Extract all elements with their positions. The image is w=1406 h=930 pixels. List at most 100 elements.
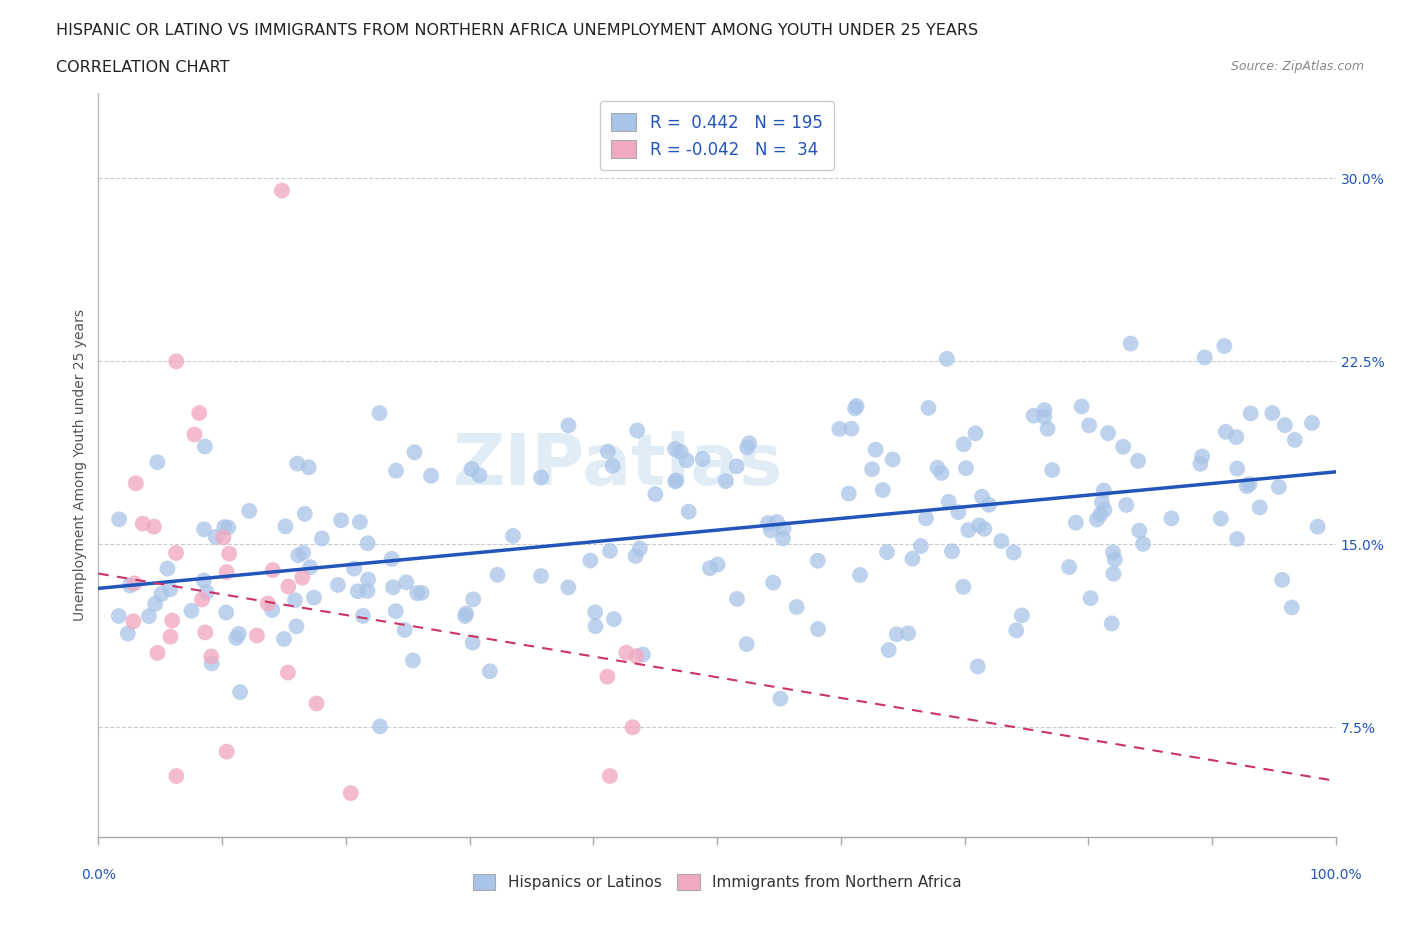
Point [406, 586, 429, 601]
Point [849, 567, 872, 582]
Point [1284, 432, 1306, 447]
Point [212, 530, 235, 545]
Point [714, 473, 737, 488]
Point [1191, 449, 1213, 464]
Point [118, 578, 141, 592]
Point [143, 596, 166, 611]
Point [188, 405, 211, 420]
Point [738, 436, 761, 451]
Point [970, 489, 993, 504]
Point [292, 545, 315, 560]
Point [1215, 424, 1237, 439]
Point [1225, 430, 1247, 445]
Point [844, 401, 866, 416]
Point [596, 445, 619, 459]
Point [165, 354, 187, 369]
Point [725, 591, 748, 606]
Point [284, 592, 307, 607]
Point [287, 548, 309, 563]
Point [1097, 426, 1119, 441]
Point [603, 612, 626, 627]
Point [478, 664, 501, 679]
Point [395, 575, 418, 590]
Point [368, 719, 391, 734]
Point [138, 608, 160, 623]
Point [1132, 537, 1154, 551]
Point [665, 473, 688, 488]
Point [343, 561, 366, 576]
Point [872, 483, 894, 498]
Point [468, 468, 491, 483]
Point [291, 570, 314, 585]
Point [1101, 616, 1123, 631]
Point [931, 466, 953, 481]
Point [1033, 409, 1056, 424]
Point [183, 427, 205, 442]
Point [150, 587, 173, 602]
Point [502, 528, 524, 543]
Point [1092, 484, 1115, 498]
Point [897, 626, 920, 641]
Point [1078, 418, 1101, 432]
Point [644, 486, 666, 501]
Point [965, 426, 987, 441]
Point [756, 515, 779, 530]
Text: CORRELATION CHART: CORRELATION CHART [56, 60, 229, 75]
Point [957, 523, 980, 538]
Point [299, 560, 322, 575]
Point [1226, 532, 1249, 547]
Point [201, 656, 224, 671]
Point [460, 461, 482, 476]
Point [699, 561, 721, 576]
Point [404, 445, 426, 459]
Point [583, 604, 606, 619]
Point [1209, 512, 1232, 526]
Point [298, 459, 321, 474]
Point [1268, 480, 1291, 495]
Point [631, 647, 654, 662]
Point [1091, 495, 1114, 510]
Point [238, 503, 260, 518]
Point [841, 421, 863, 436]
Point [706, 557, 728, 572]
Point [294, 506, 316, 521]
Point [735, 440, 758, 455]
Point [1104, 552, 1126, 567]
Point [228, 627, 250, 642]
Point [200, 649, 222, 664]
Point [461, 635, 484, 650]
Point [311, 531, 333, 546]
Point [966, 659, 988, 674]
Point [557, 418, 579, 432]
Point [1160, 511, 1182, 525]
Point [725, 458, 748, 473]
Point [876, 545, 898, 560]
Point [357, 572, 380, 587]
Point [346, 584, 368, 599]
Point [1301, 416, 1323, 431]
Point [901, 551, 924, 566]
Point [678, 504, 700, 519]
Point [1213, 339, 1236, 353]
Point [225, 631, 247, 645]
Point [614, 645, 637, 660]
Point [194, 439, 217, 454]
Point [599, 543, 621, 558]
Point [1036, 421, 1059, 436]
Point [262, 563, 284, 578]
Point [394, 622, 416, 637]
Point [865, 443, 887, 458]
Point [952, 437, 974, 452]
Point [1057, 560, 1080, 575]
Point [214, 520, 236, 535]
Point [146, 455, 169, 470]
Point [132, 516, 155, 531]
Point [973, 522, 995, 537]
Point [882, 452, 904, 467]
Point [193, 522, 215, 537]
Point [420, 469, 443, 484]
Point [385, 604, 408, 618]
Point [305, 696, 328, 711]
Point [786, 600, 808, 615]
Point [349, 514, 371, 529]
